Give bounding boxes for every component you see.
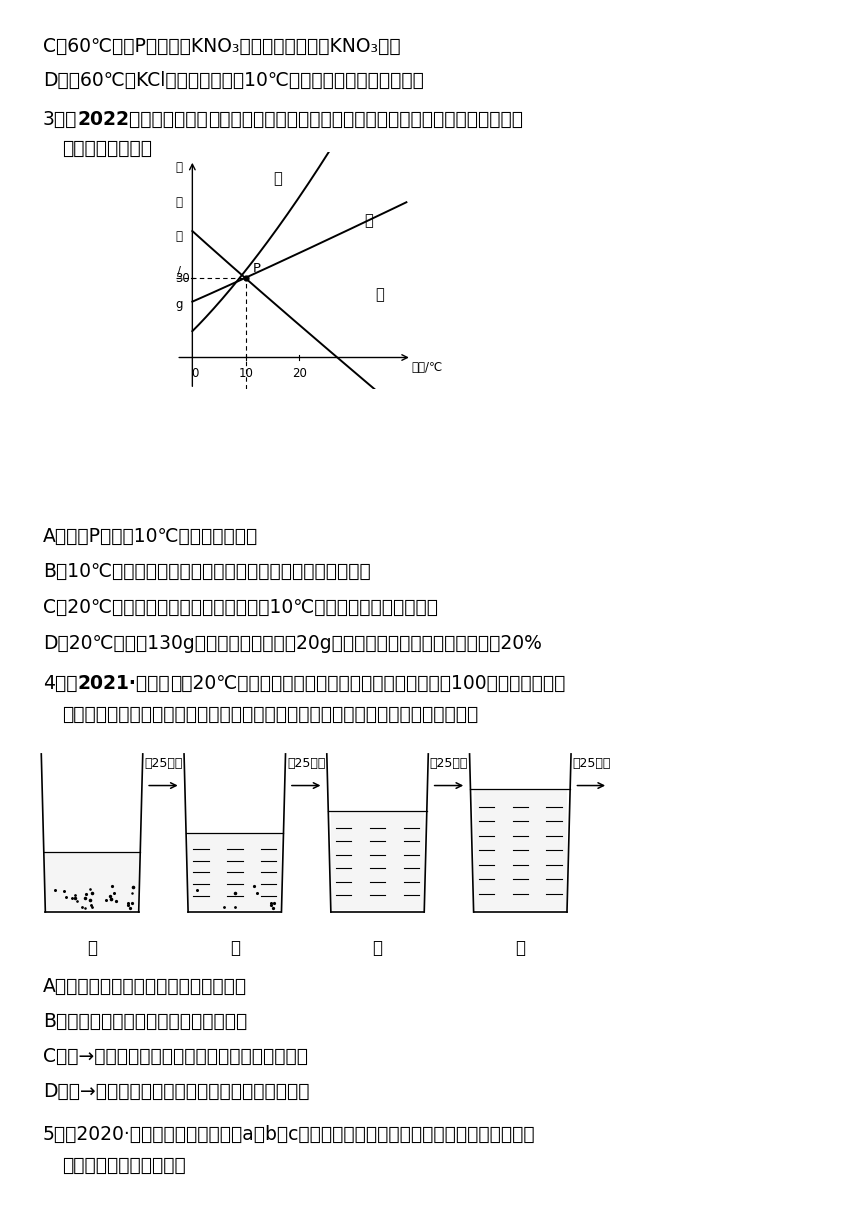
Text: 加25克水: 加25克水	[572, 756, 611, 770]
Text: D．丙→丁过程中，硝酸钾溶液的溶质质量分数变大: D．丙→丁过程中，硝酸钾溶液的溶质质量分数变大	[43, 1082, 310, 1102]
Bar	[46, 852, 138, 910]
Text: 度: 度	[175, 230, 182, 243]
Text: P: P	[252, 261, 261, 275]
Text: 3．（: 3．（	[43, 109, 77, 129]
Text: A．甲烧杯中，硝酸钾溶液是不饱和溶液: A．甲烧杯中，硝酸钾溶液是不饱和溶液	[43, 976, 247, 996]
Text: g: g	[175, 298, 182, 311]
Text: 乙: 乙	[230, 939, 240, 957]
Text: 列说法正确的是（　　）: 列说法正确的是（ ）	[62, 1156, 186, 1176]
Text: C．20℃时，甲、乙、丙饱和溶液降温至10℃，甲溶液中析出固体最多: C．20℃时，甲、乙、丙饱和溶液降温至10℃，甲溶液中析出固体最多	[43, 598, 438, 618]
Text: B．10℃时，甲、乙、丙三种物质的溶解度，甲的溶解度最大: B．10℃时，甲、乙、丙三种物质的溶解度，甲的溶解度最大	[43, 562, 371, 581]
Bar	[474, 789, 567, 910]
Text: 甲: 甲	[87, 939, 97, 957]
Text: 加25克水: 加25克水	[430, 756, 468, 770]
Text: B．丁烧杯中，硝酸钾溶液是不饱和溶液: B．丁烧杯中，硝酸钾溶液是不饱和溶液	[43, 1012, 248, 1031]
Bar	[188, 833, 281, 910]
Text: 0: 0	[191, 367, 199, 379]
Text: 2022年山东省泰安市: 2022年山东省泰安市	[77, 109, 208, 129]
Text: 30: 30	[175, 272, 190, 285]
Text: 4．（: 4．（	[43, 674, 77, 693]
Text: 丙: 丙	[372, 939, 383, 957]
Text: 加25克水: 加25克水	[144, 756, 182, 770]
Text: 20: 20	[292, 367, 307, 379]
Bar	[331, 811, 424, 910]
Text: 溶: 溶	[175, 162, 182, 174]
Text: 法正确的是（　）: 法正确的是（ ）	[62, 139, 152, 158]
Text: 10: 10	[238, 367, 254, 379]
Text: 丙: 丙	[375, 287, 384, 302]
Text: 丁: 丁	[515, 939, 525, 957]
Text: 加25克水: 加25克水	[287, 756, 325, 770]
Text: 温度/℃: 温度/℃	[412, 361, 443, 375]
Text: 解: 解	[175, 196, 182, 209]
Text: C．60℃时，P点表示的KNO₃溶液还能继续溶解KNO₃固体: C．60℃时，P点表示的KNO₃溶液还能继续溶解KNO₃固体	[43, 36, 401, 56]
Text: D．20℃时，向130g乙的饱和溶液中加入20g水，所得溶液的溶质质量分数变为20%: D．20℃时，向130g乙的饱和溶液中加入20g水，所得溶液的溶质质量分数变为2…	[43, 634, 542, 653]
Text: 甲: 甲	[273, 170, 282, 186]
Text: /: /	[177, 264, 181, 277]
Text: 5．（2020·甘肃中考真题）如图是a、b、c三种固体物质（不含结晶水）的溶解度曲线，下: 5．（2020·甘肃中考真题）如图是a、b、c三种固体物质（不含结晶水）的溶解度…	[43, 1125, 536, 1144]
Text: 中考）甲、乙、丙三种固体物质的溶解度曲线如图所示。下列说: 中考）甲、乙、丙三种固体物质的溶解度曲线如图所示。下列说	[208, 109, 523, 129]
Text: 份依次加入烧杯，不断搅拌，使之充分溶解，实验过程如图所示。下列分析正确的是: 份依次加入烧杯，不断搅拌，使之充分溶解，实验过程如图所示。下列分析正确的是	[62, 705, 478, 725]
Text: A．图中P点表示10℃时丙的饱和溶液: A．图中P点表示10℃时丙的饱和溶液	[43, 527, 258, 546]
Text: C．乙→丙过程中，硝酸钾溶液的溶质质量分数变大: C．乙→丙过程中，硝酸钾溶液的溶质质量分数变大	[43, 1047, 308, 1066]
Text: 2021·丽水中: 2021·丽水中	[77, 674, 170, 693]
Text: 乙: 乙	[365, 213, 373, 229]
Text: D．将60℃的KCl饱和溶液降温至10℃，溶液中溶质质量分数不变: D．将60℃的KCl饱和溶液降温至10℃，溶液中溶质质量分数不变	[43, 71, 424, 90]
Text: 考）20℃时，取一定质量的固体硝酸钾于烧杯中，把100克水平均分成四: 考）20℃时，取一定质量的固体硝酸钾于烧杯中，把100克水平均分成四	[170, 674, 566, 693]
